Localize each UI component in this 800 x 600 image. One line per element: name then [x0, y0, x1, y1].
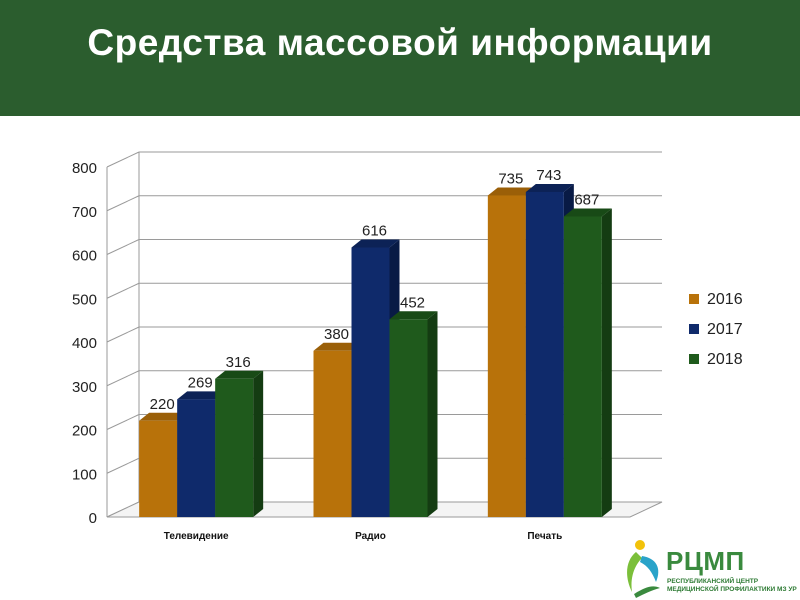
y-tick-label: 500	[72, 291, 97, 308]
bar-top	[525, 183, 574, 192]
gridline-side	[106, 239, 140, 255]
bar-side	[601, 208, 612, 517]
bar-side	[427, 311, 438, 517]
x-tick-label: Телевидение	[164, 531, 229, 542]
gridline-side	[106, 326, 140, 343]
organization-logo: РЦМП РЕСПУБЛИКАНСКИЙ ЦЕНТР МЕДИЦИНСКОЙ П…	[622, 538, 798, 598]
data-label: 316	[226, 354, 251, 371]
data-label: 269	[188, 374, 213, 391]
y-tick-label: 0	[89, 510, 97, 527]
bar-top	[215, 370, 264, 379]
y-tick-label: 300	[72, 379, 97, 396]
data-label: 735	[498, 170, 523, 187]
y-tick-label: 200	[72, 423, 97, 440]
data-label: 220	[150, 396, 175, 413]
bar	[139, 420, 178, 517]
bar	[525, 191, 564, 517]
legend-label: 2017	[707, 321, 743, 338]
data-label: 616	[362, 223, 387, 240]
logo-name: РЦМП	[666, 546, 745, 576]
bar-top	[487, 187, 536, 196]
y-tick-label: 100	[72, 466, 97, 483]
bar-top	[563, 208, 612, 217]
legend-swatch	[689, 354, 699, 364]
bar-top	[351, 239, 400, 248]
x-tick-label: Печать	[527, 531, 562, 542]
legend-swatch	[689, 324, 699, 334]
gridline-side	[106, 151, 140, 168]
bar-top	[177, 391, 226, 400]
data-label: 687	[574, 191, 599, 208]
bar-side	[253, 370, 264, 517]
legend-swatch	[689, 294, 699, 304]
y-tick-label: 600	[72, 248, 97, 265]
bar	[177, 399, 216, 517]
y-tick-label: 700	[72, 204, 97, 221]
bar	[563, 216, 602, 517]
bar	[351, 247, 390, 517]
logo-subtitle-line2: МЕДИЦИНСКОЙ ПРОФИЛАКТИКИ МЗ УР	[667, 586, 797, 593]
bar-top	[313, 342, 362, 351]
legend-label: 2018	[707, 351, 743, 368]
bar	[389, 319, 428, 517]
person-leaf-logo-icon	[627, 540, 660, 598]
gridline-side	[106, 457, 140, 474]
bar-top	[139, 412, 188, 421]
page-title: Средства массовой информации	[87, 22, 713, 63]
data-label: 452	[400, 294, 425, 311]
gridline-side	[106, 370, 140, 387]
bar	[313, 350, 352, 517]
gridline-side	[106, 414, 140, 430]
bar-top	[389, 311, 438, 320]
y-tick-label: 800	[72, 160, 97, 177]
title-bar: Средства массовой информации	[0, 0, 800, 116]
gridline-side	[106, 282, 140, 299]
data-label: 380	[324, 326, 349, 343]
data-label: 743	[536, 167, 561, 184]
y-tick-label: 400	[72, 335, 97, 352]
gridline-side	[106, 195, 140, 212]
x-tick-label: Радио	[355, 531, 386, 542]
legend-label: 2016	[707, 291, 743, 308]
bar	[487, 195, 526, 517]
bar	[215, 378, 254, 517]
logo-subtitle-line1: РЕСПУБЛИКАНСКИЙ ЦЕНТР	[667, 578, 759, 585]
bar-chart: 0 100 200 300 400 500 600 700 800 220 269 316 Телеви…	[72, 151, 743, 542]
